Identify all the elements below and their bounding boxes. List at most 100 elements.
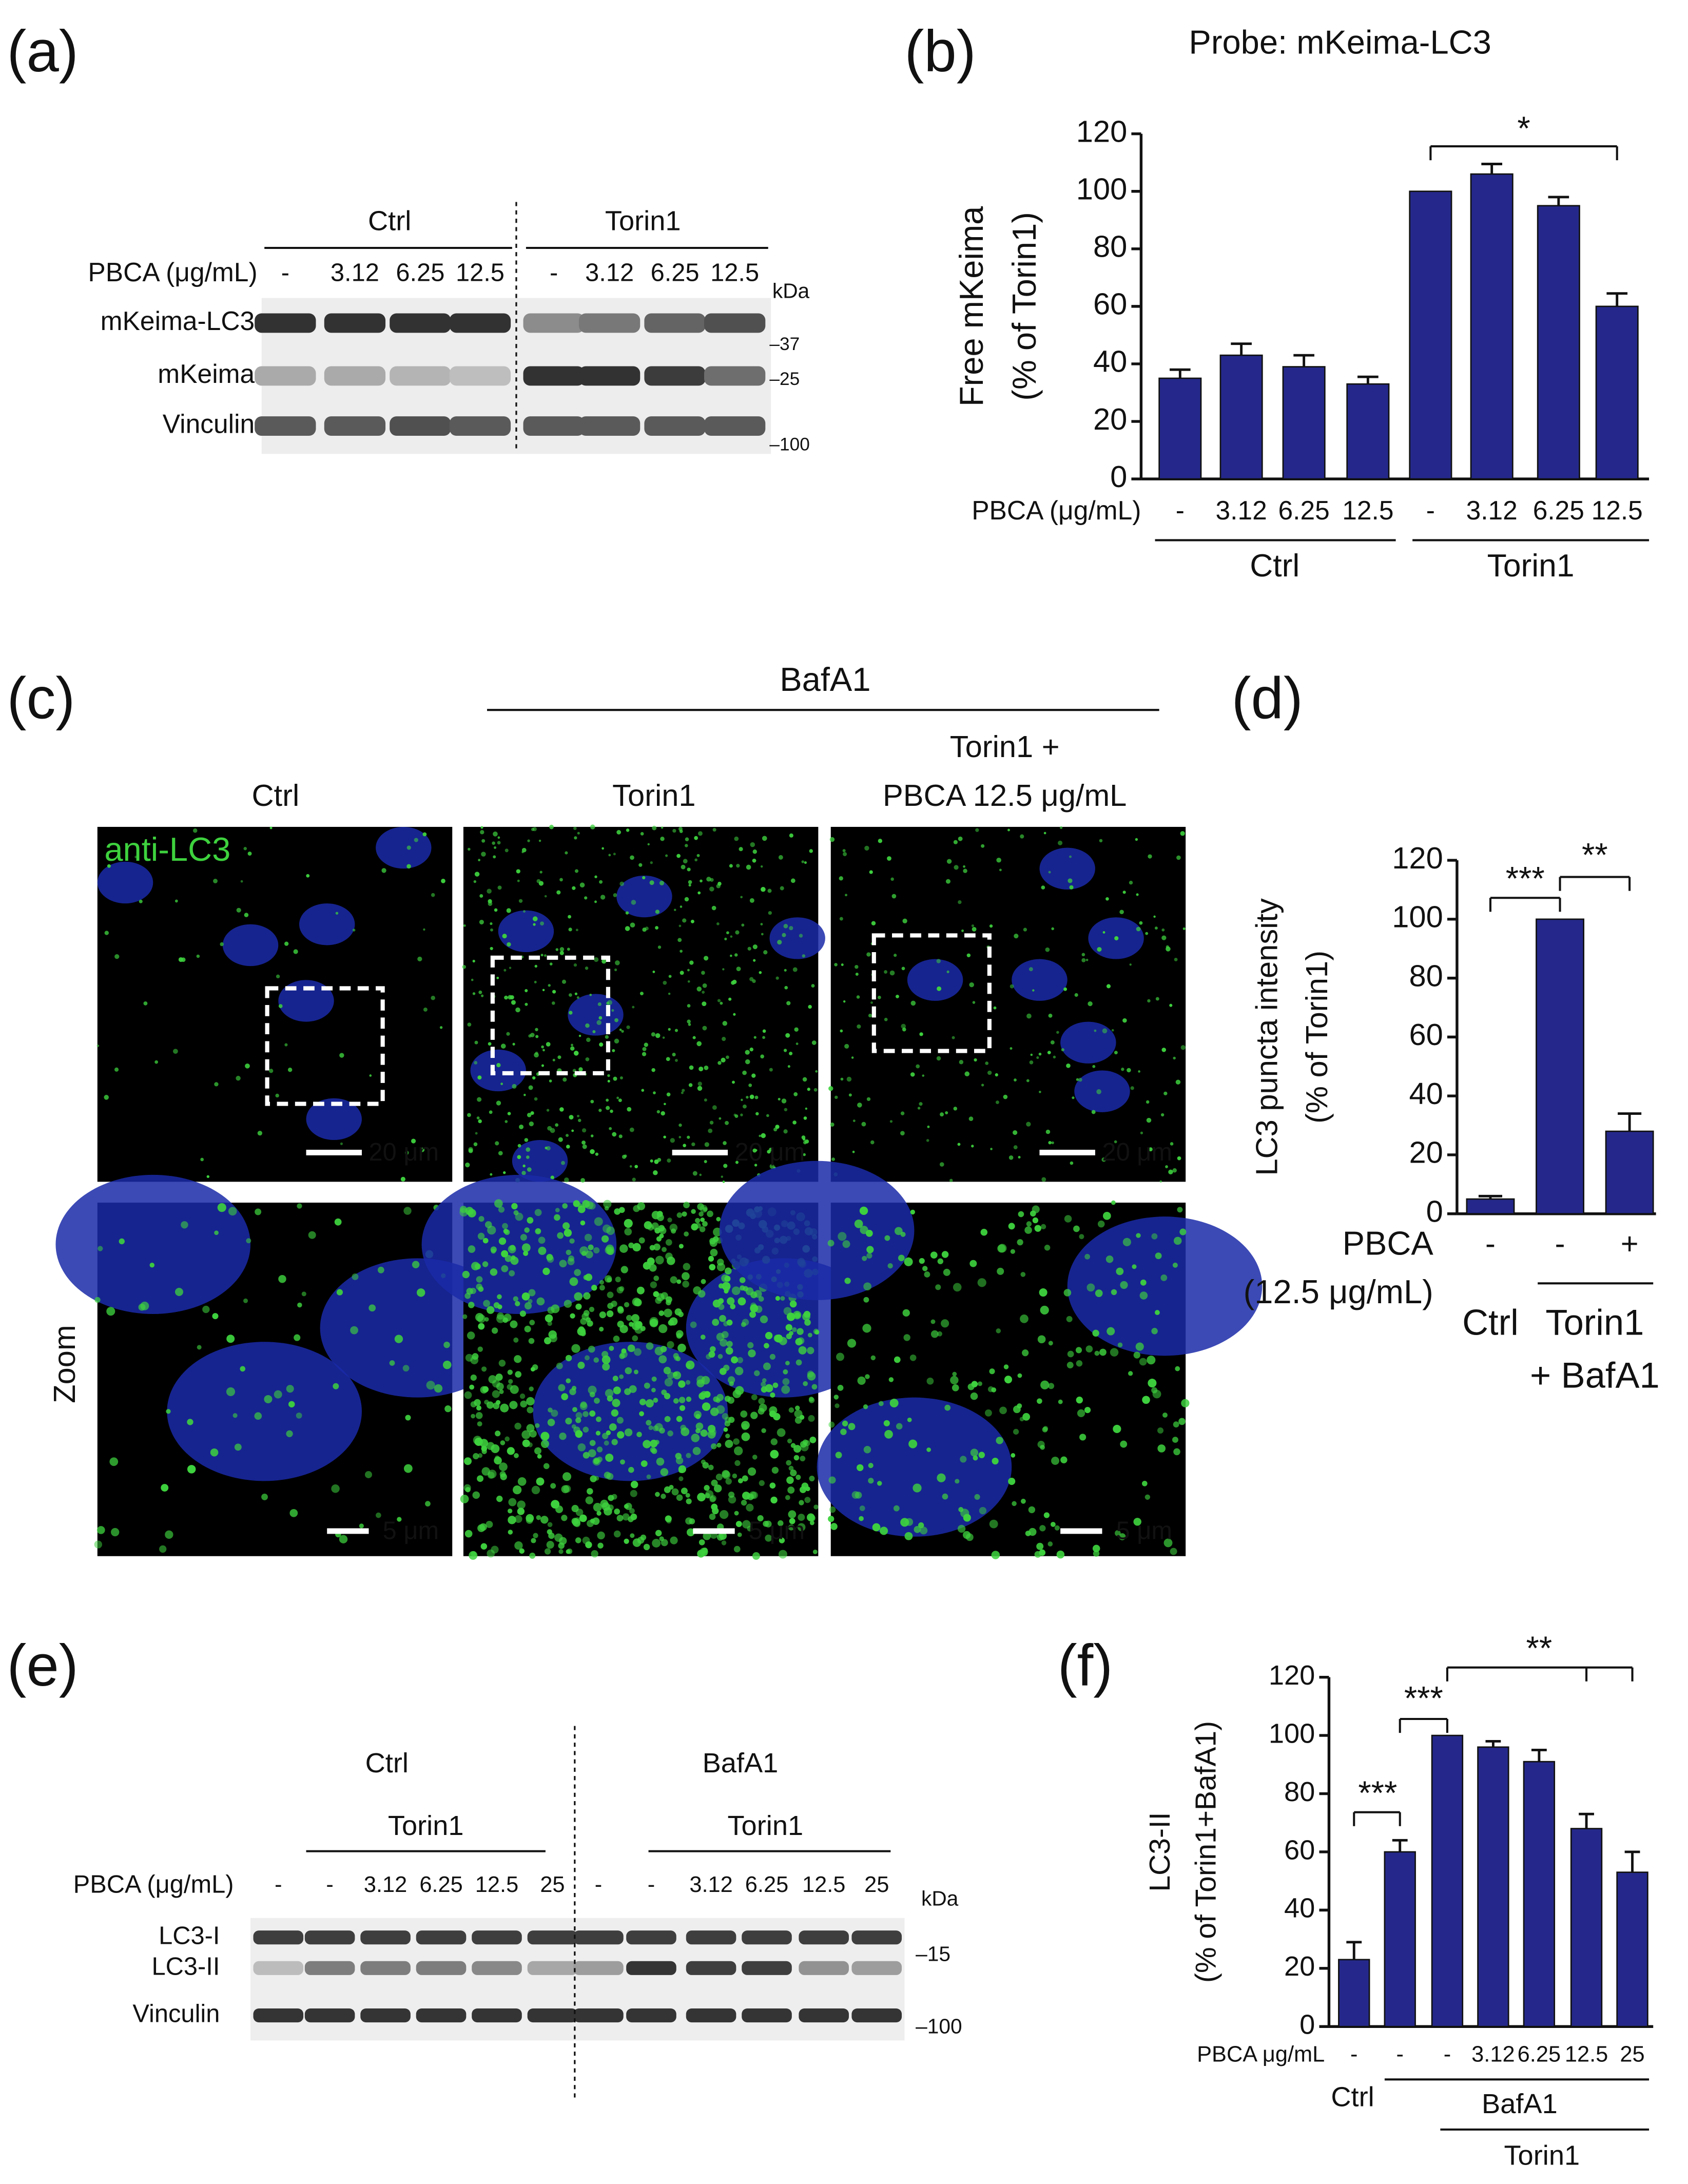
puncta [930, 1319, 936, 1324]
significance-label: * [1517, 109, 1530, 147]
puncta [627, 1344, 635, 1352]
puncta [619, 881, 625, 886]
puncta [331, 1484, 340, 1493]
puncta [571, 1129, 574, 1132]
puncta [1076, 1360, 1083, 1367]
column-label: PBCA 12.5 μg/mL [883, 778, 1127, 813]
puncta [569, 1277, 578, 1286]
puncta [578, 1118, 581, 1123]
puncta [569, 1011, 573, 1015]
nucleus [222, 924, 279, 967]
puncta [599, 1311, 606, 1319]
treatment-label: PBCA (μg/mL) [73, 1870, 234, 1898]
puncta [1066, 1063, 1071, 1068]
puncta [634, 1298, 642, 1307]
puncta [778, 1550, 787, 1559]
puncta [441, 879, 445, 883]
puncta [910, 1000, 916, 1006]
puncta [699, 1211, 704, 1217]
puncta [658, 1355, 667, 1364]
puncta [1136, 1233, 1141, 1238]
puncta [691, 1223, 699, 1231]
puncta [431, 893, 435, 897]
puncta [490, 946, 493, 951]
y-tick-label: 20 [1284, 1951, 1315, 1982]
puncta [501, 1265, 509, 1272]
blot-band [578, 366, 641, 386]
puncta [954, 865, 959, 870]
puncta [550, 1175, 555, 1180]
puncta [481, 1445, 488, 1452]
puncta [1136, 926, 1141, 932]
puncta [1161, 928, 1165, 932]
dose-label: 12.5 [710, 259, 759, 286]
puncta [529, 1552, 536, 1559]
puncta [527, 1167, 532, 1172]
puncta [475, 1132, 478, 1135]
puncta [642, 876, 646, 880]
puncta [521, 1243, 531, 1252]
puncta [646, 1420, 652, 1426]
puncta [737, 1532, 742, 1537]
puncta [762, 1036, 766, 1039]
puncta [682, 1089, 685, 1092]
group-label: Ctrl [1250, 548, 1299, 584]
x-tick-label: 6.25 [1518, 2042, 1561, 2067]
puncta [904, 1257, 913, 1266]
puncta [610, 1109, 613, 1113]
puncta [471, 1551, 477, 1557]
puncta [893, 1505, 900, 1512]
puncta [1175, 1366, 1180, 1371]
puncta [801, 860, 804, 863]
puncta [624, 1154, 627, 1158]
puncta [803, 1153, 806, 1156]
puncta [835, 1095, 838, 1099]
puncta [534, 1097, 538, 1101]
puncta [549, 962, 553, 965]
puncta [926, 1377, 934, 1385]
puncta [1078, 1077, 1082, 1082]
puncta [615, 960, 620, 965]
puncta [1165, 1165, 1168, 1168]
puncta [94, 1540, 102, 1549]
x-tick-label: - [1350, 2042, 1357, 2067]
puncta [1119, 910, 1124, 915]
puncta [716, 1216, 721, 1222]
puncta [577, 1443, 586, 1452]
puncta [720, 1339, 728, 1347]
puncta [742, 1492, 750, 1500]
puncta [887, 1263, 893, 1269]
group-label: Torin1 [1504, 2140, 1580, 2171]
puncta [551, 1409, 558, 1417]
puncta [1085, 958, 1089, 961]
puncta [724, 1267, 732, 1275]
puncta [650, 861, 653, 864]
puncta [799, 1486, 807, 1493]
puncta [544, 954, 547, 957]
puncta [1028, 1506, 1036, 1514]
puncta [919, 1032, 923, 1036]
puncta [595, 1152, 599, 1156]
puncta [1038, 1052, 1042, 1056]
puncta [1020, 834, 1024, 839]
marker-label: –100 [916, 2015, 962, 2038]
puncta [786, 1001, 791, 1006]
puncta [835, 1403, 840, 1408]
blot-band [304, 1930, 355, 1945]
puncta [871, 921, 876, 926]
puncta [1170, 1142, 1174, 1146]
puncta [1084, 1406, 1091, 1414]
puncta [1099, 839, 1103, 843]
group-label: BafA1 [703, 1748, 779, 1779]
puncta [584, 896, 588, 900]
puncta [647, 843, 650, 846]
puncta [498, 1237, 507, 1245]
puncta [1173, 1056, 1176, 1060]
puncta [612, 1049, 615, 1052]
puncta [1020, 1498, 1026, 1504]
blot-band [704, 366, 766, 386]
puncta [741, 1432, 750, 1441]
puncta [614, 1038, 619, 1044]
puncta [536, 1297, 545, 1306]
puncta [935, 1284, 941, 1290]
